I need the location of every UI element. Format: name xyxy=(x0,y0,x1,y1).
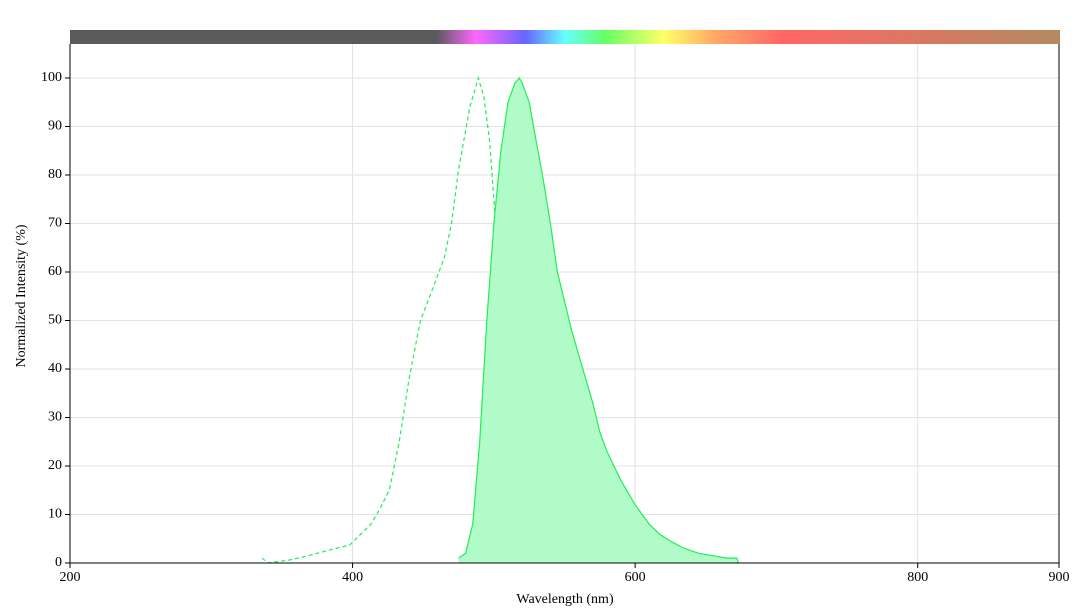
y-tick-label: 70 xyxy=(48,216,62,231)
x-tick-label: 800 xyxy=(907,570,928,585)
y-tick-label: 90 xyxy=(48,119,62,134)
plot-area: 0 10 20 30 40 50 60 70 80 90 100 200 400 600 800 900 xyxy=(41,44,1070,585)
y-tick-label: 40 xyxy=(48,361,62,376)
y-tick-label: 50 xyxy=(48,313,62,328)
x-tick-label: 400 xyxy=(342,570,363,585)
y-tick-label: 60 xyxy=(48,264,62,279)
y-tick-label: 10 xyxy=(48,507,62,522)
y-tick-label: 100 xyxy=(41,70,62,85)
emission-area xyxy=(458,78,739,563)
y-tick-label: 20 xyxy=(48,458,62,473)
x-tick-label: 200 xyxy=(60,570,81,585)
y-tick-label: 30 xyxy=(48,410,62,425)
y-tick-label: 80 xyxy=(48,167,62,182)
emission-line xyxy=(458,76,739,564)
x-tick-label: 900 xyxy=(1049,570,1070,585)
y-axis-label: Normalized Intensity (%) xyxy=(14,224,29,367)
x-tick-label: 600 xyxy=(625,570,646,585)
spectrum-bar xyxy=(70,30,1060,44)
x-axis-label: Wavelength (nm) xyxy=(516,592,614,607)
y-tick-label: 0 xyxy=(55,555,62,570)
